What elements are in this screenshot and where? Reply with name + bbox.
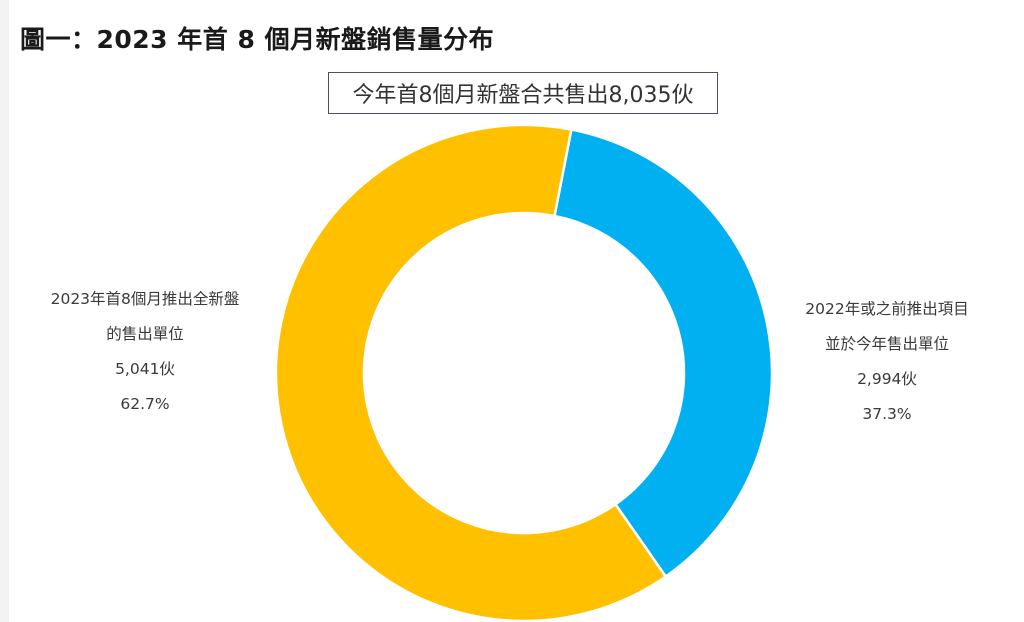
label-new-percent: 62.7% xyxy=(120,395,170,413)
donut-slice-older-projects xyxy=(553,128,774,579)
label-old-line-1: 2022年或之前推出項目 xyxy=(805,300,969,318)
label-old-percent: 37.3% xyxy=(862,405,912,423)
left-margin-strip xyxy=(0,0,9,622)
label-new-units: 5,041伙 xyxy=(115,360,175,378)
donut-slice-new-projects xyxy=(274,123,668,622)
total-sales-box: 今年首8個月新盤合共售出8,035伙 xyxy=(328,72,718,114)
label-new-line-2: 的售出單位 xyxy=(106,325,184,343)
label-old-units: 2,994伙 xyxy=(857,370,917,388)
label-new-projects-2023: 2023年首8個月推出全新盤 的售出單位 5,041伙 62.7% xyxy=(20,282,270,422)
label-new-line-1: 2023年首8個月推出全新盤 xyxy=(50,290,240,308)
label-older-projects-2022: 2022年或之前推出項目 並於今年售出單位 2,994伙 37.3% xyxy=(762,292,1012,432)
label-old-line-2: 並於今年售出單位 xyxy=(824,335,949,353)
figure-title: 圖一：2023 年首 8 個月新盤銷售量分布 xyxy=(20,25,495,54)
